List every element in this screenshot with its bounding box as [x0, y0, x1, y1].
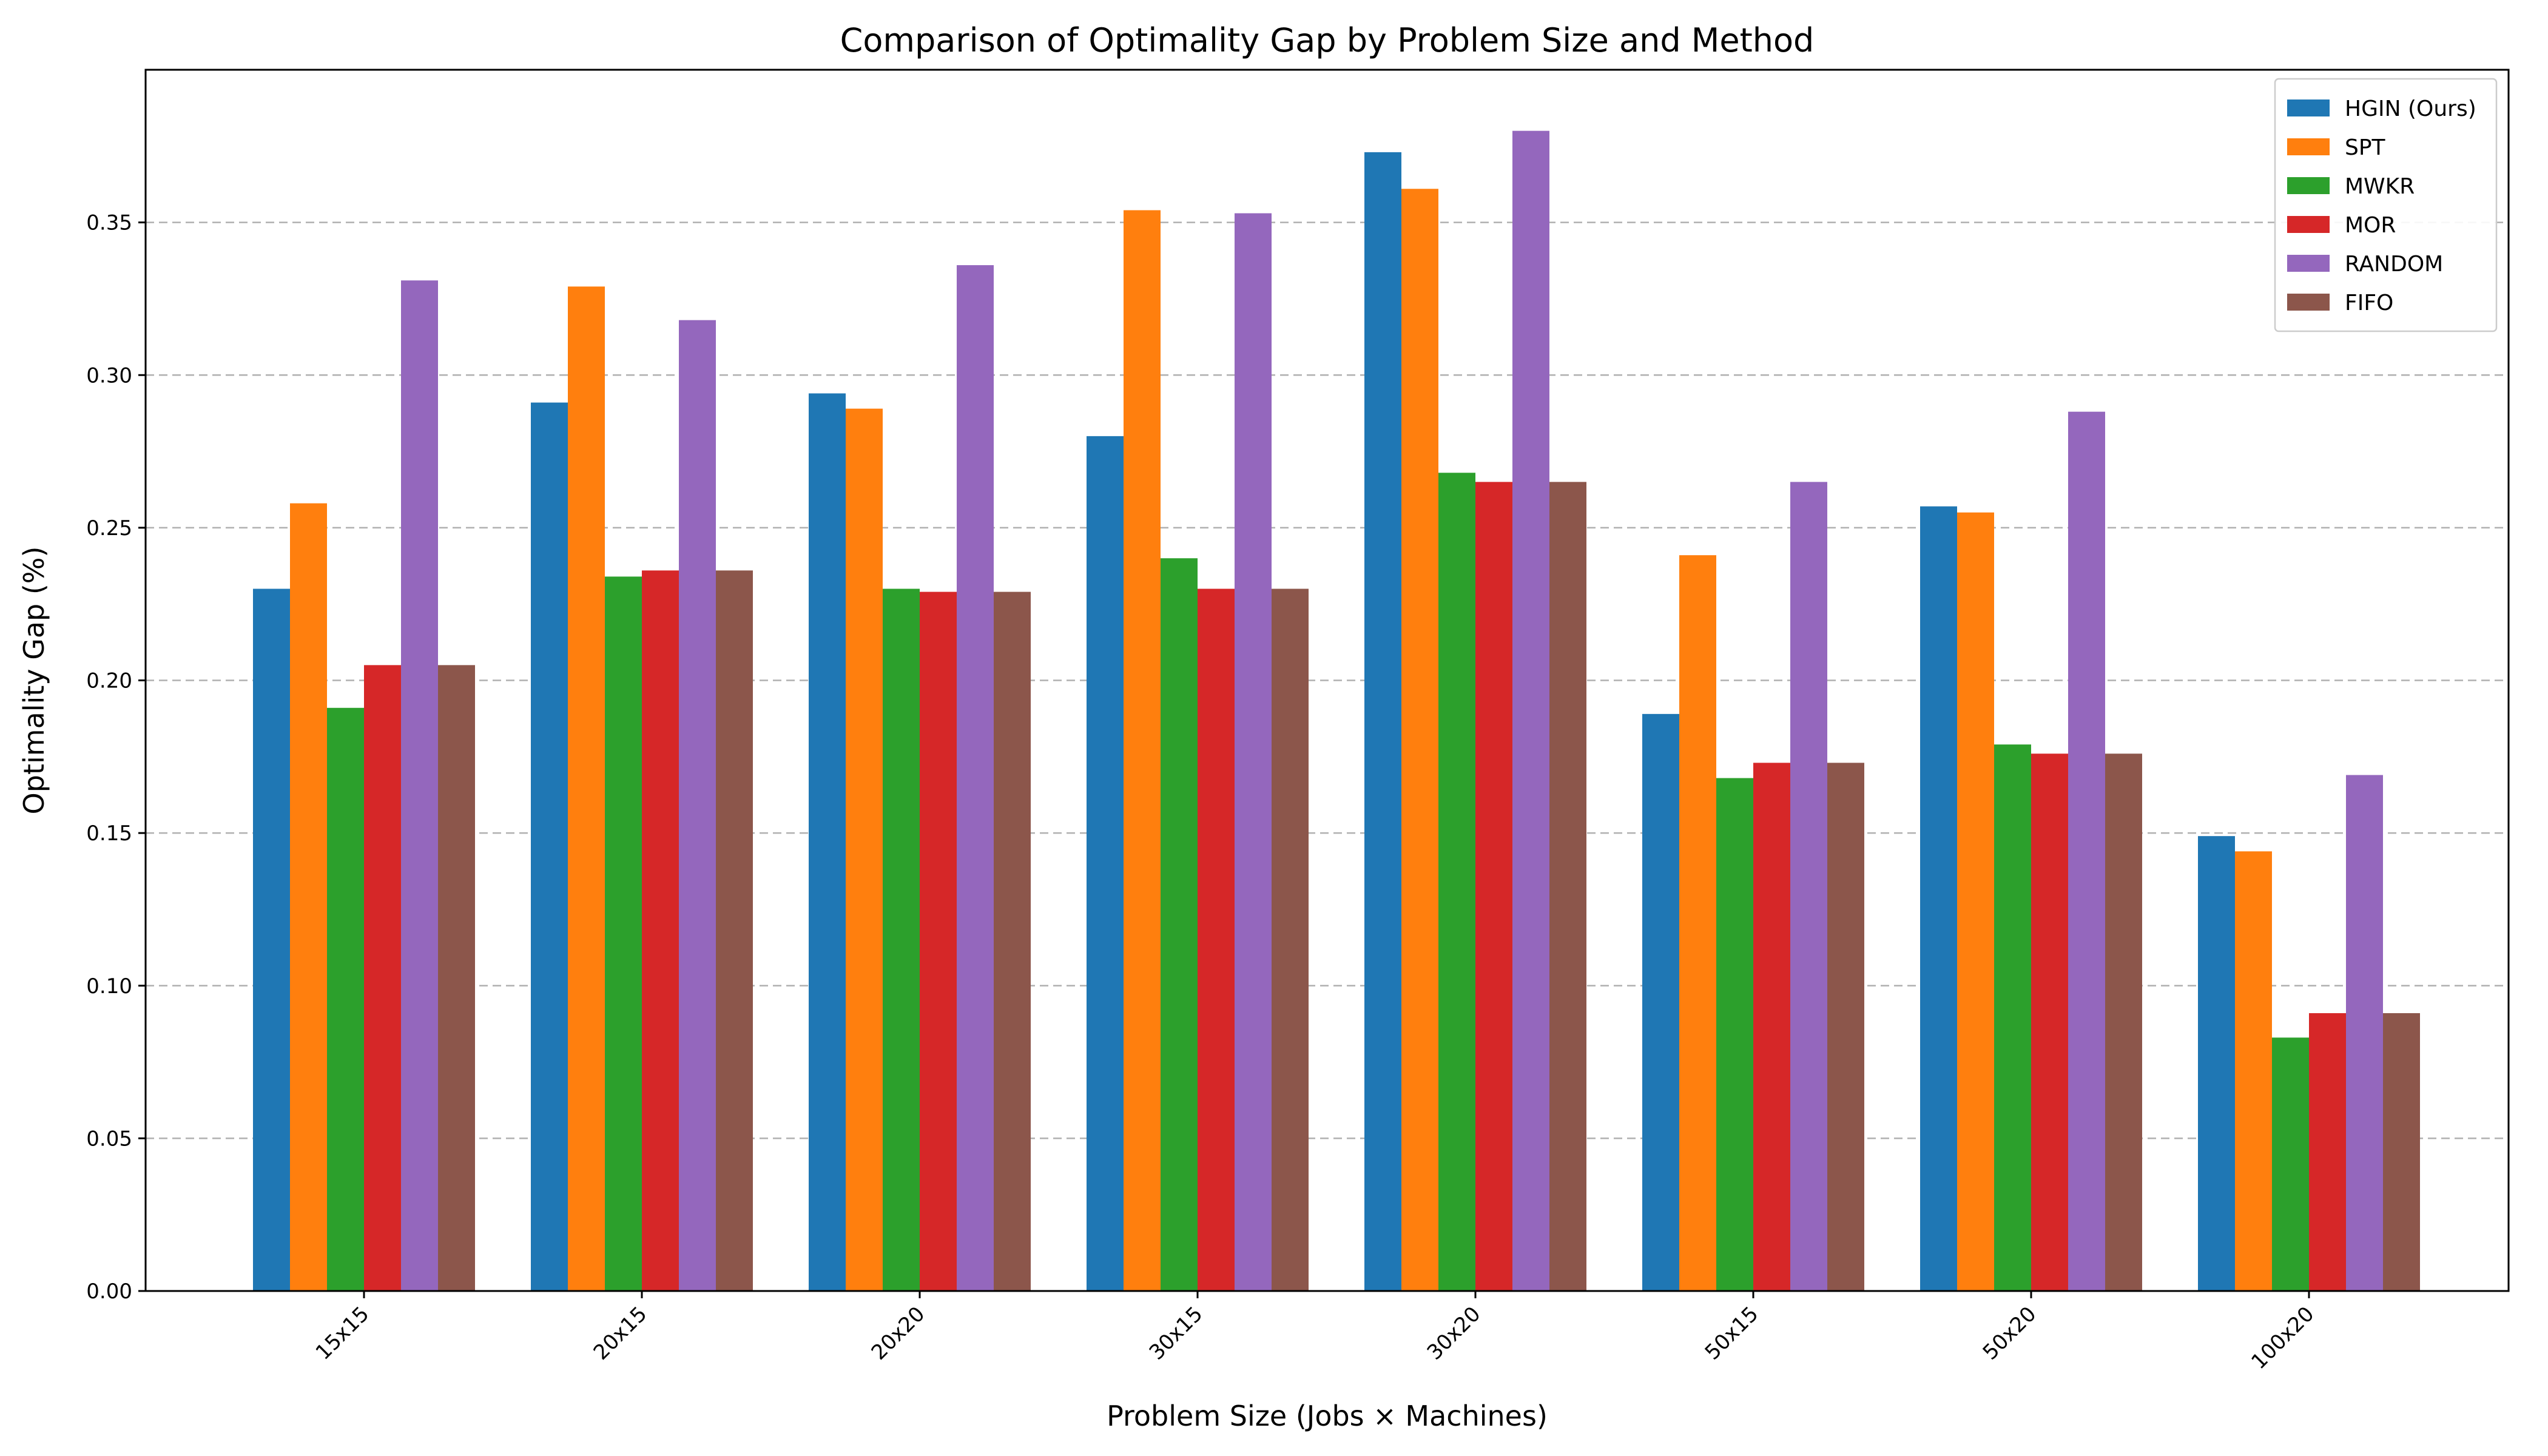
bar-mor-50x15	[1753, 763, 1790, 1291]
bar-fifo-20x20	[994, 592, 1031, 1291]
bar-spt-50x15	[1679, 555, 1716, 1291]
bar-mwkr-50x20	[1994, 744, 2031, 1291]
bar-mor-30x15	[1198, 588, 1235, 1291]
bar-mor-100x20	[2309, 1013, 2346, 1291]
x-axis-title: Problem Size (Jobs × Machines)	[1107, 1400, 1548, 1432]
bar-fifo-50x20	[2105, 753, 2142, 1291]
bar-fifo-50x15	[1827, 763, 1864, 1291]
bar-random-30x20	[1512, 130, 1549, 1291]
chart-title: Comparison of Optimality Gap by Problem …	[840, 21, 1815, 59]
bar-mwkr-20x20	[883, 588, 920, 1291]
y-tick-label: 0.15	[86, 821, 132, 846]
legend-swatch	[2287, 177, 2330, 194]
bar-random-50x20	[2068, 411, 2105, 1291]
legend-label: MOR	[2345, 213, 2396, 238]
bar-mwkr-30x20	[1438, 473, 1475, 1291]
bar-random-100x20	[2346, 775, 2383, 1291]
legend-box	[2274, 78, 2498, 332]
y-tick-label: 0.10	[86, 974, 132, 999]
legend-label: SPT	[2345, 135, 2386, 160]
legend-swatch	[2287, 294, 2330, 311]
legend-label: HGIN (Ours)	[2345, 96, 2476, 121]
bar-spt-30x20	[1401, 189, 1438, 1292]
bar-hgin-ours-30x15	[1087, 436, 1124, 1291]
legend: HGIN (Ours) SPT MWKR MOR RANDOM FIFO	[2274, 78, 2498, 332]
legend-swatch	[2287, 255, 2330, 272]
bar-mwkr-50x15	[1716, 778, 1753, 1291]
bar-hgin-ours-20x20	[809, 393, 846, 1291]
y-tick-label: 0.20	[86, 669, 132, 693]
legend-swatch	[2287, 99, 2330, 116]
bar-random-20x20	[957, 265, 994, 1292]
y-axis-title: Optimality Gap (%)	[18, 547, 50, 815]
bar-hgin-ours-50x15	[1642, 713, 1679, 1291]
legend-label: RANDOM	[2345, 252, 2443, 277]
bar-spt-50x20	[1957, 512, 1994, 1291]
bar-random-20x15	[679, 320, 716, 1291]
bar-fifo-100x20	[2383, 1013, 2420, 1291]
bar-fifo-15x15	[438, 665, 475, 1291]
bar-spt-20x15	[568, 286, 605, 1291]
bar-random-15x15	[401, 280, 438, 1292]
bar-mor-30x20	[1475, 482, 1512, 1292]
bar-fifo-20x15	[716, 570, 753, 1291]
bar-spt-20x20	[846, 408, 883, 1292]
bar-spt-30x15	[1124, 210, 1161, 1291]
bar-hgin-ours-50x20	[1920, 506, 1957, 1292]
bar-mwkr-30x15	[1161, 558, 1198, 1292]
y-tick-label: 0.05	[86, 1127, 132, 1151]
bar-mor-20x15	[642, 570, 679, 1291]
legend-swatch	[2287, 138, 2330, 155]
bar-hgin-ours-30x20	[1364, 152, 1401, 1292]
y-tick-label: 0.30	[86, 363, 132, 388]
legend-label: FIFO	[2345, 291, 2393, 315]
bar-spt-15x15	[290, 503, 327, 1291]
bar-random-30x15	[1235, 213, 1272, 1292]
bar-hgin-ours-15x15	[253, 588, 290, 1291]
bar-mwkr-15x15	[327, 707, 364, 1291]
legend-swatch	[2287, 216, 2330, 233]
bar-mor-50x20	[2031, 753, 2068, 1291]
legend-label: MWKR	[2345, 174, 2415, 199]
bar-random-50x15	[1790, 482, 1827, 1292]
y-tick-label: 0.25	[86, 516, 132, 541]
bar-mwkr-20x15	[605, 576, 642, 1291]
bar-mor-20x20	[920, 592, 957, 1291]
bar-fifo-30x20	[1549, 482, 1586, 1292]
bar-hgin-ours-100x20	[2198, 836, 2235, 1291]
bar-mwkr-100x20	[2272, 1037, 2309, 1291]
y-axis: 0.00 0.05 0.10 0.15 0.20 0.25 0.30 0.35	[86, 211, 146, 1304]
bar-fifo-30x15	[1272, 588, 1309, 1291]
bar-spt-100x20	[2235, 851, 2272, 1291]
y-tick-label: 0.35	[86, 211, 132, 235]
bar-hgin-ours-20x15	[531, 402, 568, 1291]
bars	[253, 130, 2420, 1292]
y-tick-label: 0.00	[86, 1279, 132, 1304]
bar-mor-15x15	[364, 665, 401, 1291]
